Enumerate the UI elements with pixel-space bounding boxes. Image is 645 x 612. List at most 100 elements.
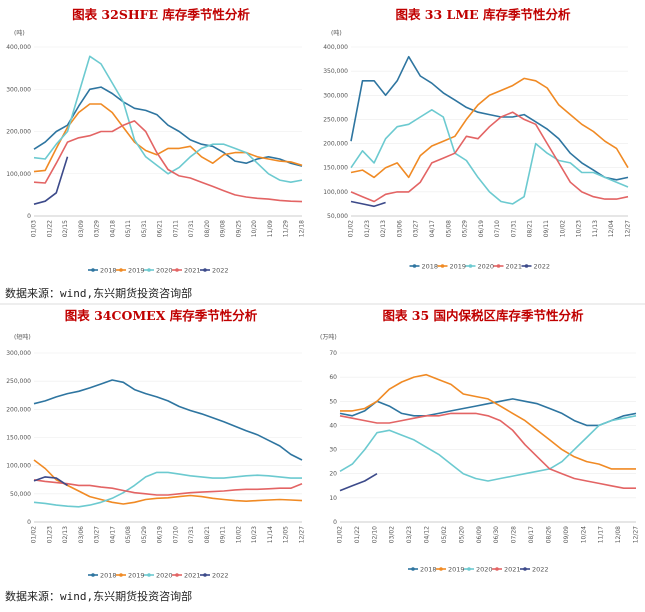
shfe-series-2022 [33, 156, 69, 205]
shfe-legend-label-2018: 2018 [100, 266, 117, 274]
bonded-y-tick: 10 [329, 495, 337, 502]
shfe-x-tick: 10/20 [251, 220, 258, 237]
shfe-legend-label-2022: 2022 [212, 266, 229, 274]
bonded-y-tick: 40 [329, 422, 337, 429]
lme-x-tick: 08/21 [527, 220, 534, 237]
comex-legend-label-2018: 2018 [100, 571, 117, 579]
comex-series-2019 [33, 459, 303, 505]
lme-x-tick: 09/11 [543, 220, 550, 237]
comex-x-tick: 10/23 [251, 526, 258, 543]
shfe-unit-label: (吨) [14, 29, 25, 37]
lme-chart: (吨) 400,000 350,000 300,000 250,000 200,000 15… [323, 29, 631, 270]
bonded-x-tick: 04/12 [424, 526, 431, 543]
bonded-series-2020 [339, 415, 637, 482]
comex-x-tick: 07/10 [172, 526, 179, 543]
lme-x-tick: 01/02 [348, 220, 355, 237]
bonded-legend-label-2018: 2018 [420, 565, 437, 573]
source-note-top: 数据来源：wind,东兴期货投资咨询部 [5, 286, 192, 300]
shfe-series-2020 [33, 55, 303, 183]
lme-series-2022 [350, 200, 386, 208]
comex-panel: 图表 34COMEX 库存季节性分析 (短吨) 300,000 250,000 200… [6, 308, 305, 579]
lme-legend-label-2018: 2018 [422, 262, 439, 270]
shfe-x-tick: 01/22 [46, 220, 53, 237]
lme-y-tick: 350,000 [323, 68, 348, 75]
comex-x-tick: 06/19 [157, 526, 164, 543]
comex-x-tick: 08/21 [204, 526, 211, 543]
lme-legend-marker-2020 [468, 264, 473, 268]
shfe-x-tick: 07/31 [188, 220, 195, 237]
shfe-x-tick: 09/25 [235, 220, 242, 237]
comex-legend-label-2022: 2022 [212, 571, 229, 579]
lme-legend-marker-2022 [524, 264, 529, 268]
lme-unit-label: (吨) [331, 29, 342, 37]
bonded-legend-marker-2021 [495, 567, 499, 571]
bonded-x-tick: 06/30 [493, 526, 500, 543]
comex-x-tick: 03/06 [78, 526, 85, 543]
lme-x-tick: 05/29 [462, 220, 469, 237]
comex-title: 图表 34COMEX 库存季节性分析 [65, 308, 258, 323]
comex-x-tick: 11/14 [267, 526, 274, 543]
comex-legend-label-2019: 2019 [128, 571, 145, 579]
bonded-x-tick: 03/02 [389, 526, 396, 543]
bonded-y-tick: 50 [329, 398, 337, 405]
shfe-x-tick: 01/03 [31, 220, 38, 237]
lme-panel: 图表 33 LME 库存季节性分析 (吨) 400,000 350,000 300,0… [323, 7, 631, 270]
lme-x-tick: 12/04 [608, 220, 615, 237]
shfe-x-tick: 07/11 [172, 220, 179, 237]
comex-x-tick: 07/31 [188, 526, 195, 543]
comex-y-tick: 200,000 [6, 406, 31, 413]
bonded-series-2019 [340, 373, 636, 470]
comex-x-tick: 12/05 [283, 526, 290, 543]
lme-series-2021 [350, 111, 629, 203]
bonded-x-tick: 08/26 [545, 526, 552, 543]
bonded-y-tick: 20 [329, 471, 337, 478]
bonded-y-tick: 0 [333, 519, 337, 526]
source-note-bottom: 数据来源：wind,东兴期货投资咨询部 [5, 589, 192, 603]
comex-x-tick: 02/13 [62, 526, 69, 543]
comex-y-tick: 300,000 [6, 350, 31, 357]
comex-legend-label-2020: 2020 [156, 571, 173, 579]
bonded-x-tick: 05/02 [441, 526, 448, 543]
comex-series-2018 [33, 379, 303, 461]
lme-x-tick: 10/02 [559, 220, 566, 237]
bonded-x-tick: 06/09 [476, 526, 483, 543]
comex-y-tick: 250,000 [6, 378, 31, 385]
lme-legend-label-2022: 2022 [534, 262, 551, 270]
comex-y-tick: 150,000 [6, 435, 31, 442]
comex-series-2022 [33, 476, 68, 487]
comex-x-tick: 12/27 [299, 526, 306, 543]
bonded-series-2022 [339, 473, 378, 492]
comex-series-2020 [33, 471, 302, 508]
lme-x-tick: 01/23 [364, 220, 371, 237]
lme-x-tick: 04/17 [429, 220, 436, 237]
comex-x-tick: 05/29 [141, 526, 148, 543]
lme-x-tick: 03/06 [396, 220, 403, 237]
shfe-y-tick: 400,000 [6, 44, 31, 51]
bonded-y-tick: 30 [329, 447, 337, 454]
comex-legend-marker-2022 [203, 573, 207, 577]
lme-legend-marker-2019 [440, 264, 445, 268]
lme-y-tick: 200,000 [323, 141, 348, 148]
bonded-y-tick: 70 [329, 350, 337, 357]
bonded-x-tick: 12/27 [633, 526, 640, 543]
comex-x-tick: 10/02 [235, 526, 242, 543]
comex-unit-label: (短吨) [14, 333, 31, 341]
lme-y-tick: 150,000 [323, 165, 348, 172]
lme-series-2018 [350, 55, 629, 181]
shfe-legend-marker-2021 [175, 268, 179, 272]
lme-legend-label-2021: 2021 [506, 262, 523, 270]
shfe-x-tick: 05/31 [141, 220, 148, 237]
comex-legend-label-2021: 2021 [184, 571, 201, 579]
lme-series-2019 [350, 77, 629, 179]
bonded-x-tick: 09/09 [563, 526, 570, 543]
comex-x-tick: 05/08 [125, 526, 132, 543]
lme-legend-label-2019: 2019 [450, 262, 467, 270]
bonded-legend-marker-2020 [467, 567, 471, 571]
bonded-chart: (万吨) 70 60 50 40 30 20 10 001/02 01/22 02/10 03/02 0… [320, 333, 640, 573]
bonded-x-tick: 01/22 [354, 526, 361, 543]
shfe-x-tick: 06/21 [157, 220, 164, 237]
bonded-legend-marker-2018 [411, 567, 415, 571]
bonded-legend-label-2019: 2019 [448, 565, 465, 573]
shfe-x-tick: 05/11 [125, 220, 132, 237]
lme-legend-marker-2021 [496, 264, 501, 268]
